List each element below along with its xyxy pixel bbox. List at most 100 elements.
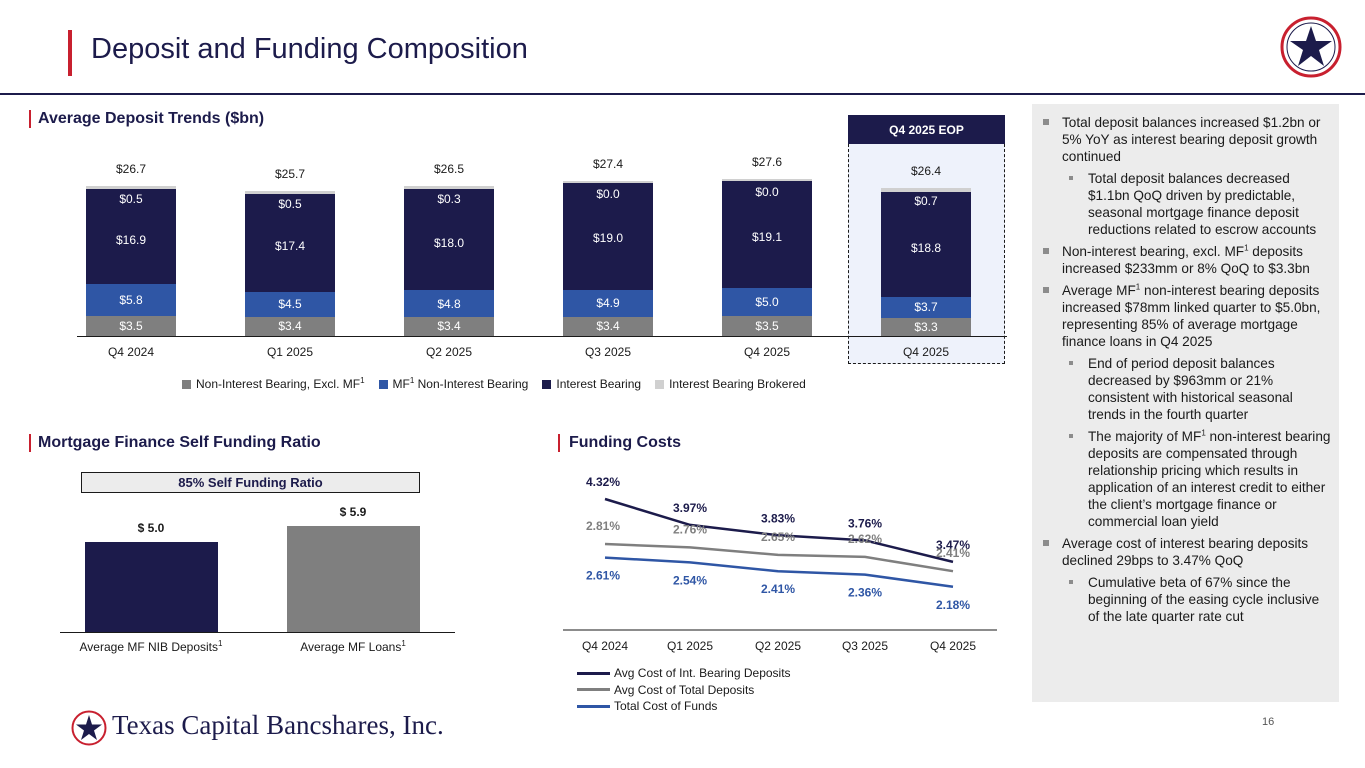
bar-total-label: $26.4 xyxy=(910,163,942,178)
legend-label-nib: Non-Interest Bearing, Excl. MF1 xyxy=(196,376,365,392)
brokered-segment xyxy=(563,181,653,184)
nib-segment xyxy=(86,316,176,336)
legend-label-mf-nib: MF1 Non-Interest Bearing xyxy=(392,376,529,392)
category-label: Average MF NIB Deposits1 xyxy=(79,639,223,655)
segment-value-label: $19.0 xyxy=(592,231,624,246)
category-label: Average MF Loans1 xyxy=(300,639,406,655)
total-deposits-value-label: 2.62% xyxy=(848,532,882,546)
deposit-section-title: Average Deposit Trends ($bn) xyxy=(38,110,265,127)
nib-segment xyxy=(245,316,335,336)
category-label: Q1 2025 xyxy=(266,345,314,359)
legend-line-total-deposits xyxy=(577,688,610,692)
brokered-segment xyxy=(245,191,335,195)
segment-value-label: $4.5 xyxy=(278,297,302,312)
brokered-segment xyxy=(404,186,494,190)
legend-label-int-bearing: Avg Cost of Int. Bearing Deposits xyxy=(614,666,791,680)
category-label: Q2 2025 xyxy=(755,639,801,653)
ib-segment xyxy=(881,191,971,297)
category-label: Q3 2025 xyxy=(584,345,632,359)
brokered-segment xyxy=(86,186,176,190)
bullet-deposit-growth: Total deposit balances increased $1.2bn … xyxy=(1032,114,1331,165)
section-accent-bar xyxy=(29,434,31,452)
star-seal-icon xyxy=(1280,16,1342,83)
self-funding-section-title: Mortgage Finance Self Funding Ratio xyxy=(38,434,321,451)
segment-value-label: $18.8 xyxy=(910,241,942,256)
ib-segment xyxy=(86,189,176,284)
bullet-cost-of-ib-deposits: Average cost of interest bearing deposit… xyxy=(1032,535,1331,569)
mf-nib-segment xyxy=(245,291,335,317)
segment-value-label: $3.7 xyxy=(914,300,938,315)
segment-value-label: $3.3 xyxy=(914,319,938,334)
ib-segment xyxy=(722,181,812,289)
nib-segment xyxy=(881,317,971,336)
cost-of-funds-line xyxy=(604,556,954,589)
int-bearing-value-label: 3.76% xyxy=(848,516,882,530)
bar-value-label: $ 5.0 xyxy=(137,521,165,535)
ib-segment xyxy=(245,194,335,292)
segment-value-label: $5.8 xyxy=(119,293,143,308)
segment-value-label: $4.8 xyxy=(437,296,461,311)
mf-nib-segment xyxy=(563,289,653,317)
section-accent-bar xyxy=(558,434,560,452)
segment-value-label: $0.0 xyxy=(596,187,620,202)
segment-value-label: $16.9 xyxy=(115,232,147,247)
segment-value-label: $3.5 xyxy=(755,319,779,334)
ib-segment xyxy=(563,183,653,290)
segment-value-label: $4.9 xyxy=(596,296,620,311)
segment-value-label: $0.7 xyxy=(914,193,938,208)
bar-value-label: $ 5.9 xyxy=(339,504,367,519)
category-label: Q4 2025 xyxy=(902,345,950,359)
bar-total-label: $26.7 xyxy=(115,162,147,177)
company-name: Texas Capital Bancshares, Inc. xyxy=(112,710,444,740)
category-label: Q4 2024 xyxy=(107,345,155,359)
legend-item-int-bearing: Avg Cost of Int. Bearing Deposits xyxy=(577,665,791,682)
segment-value-label: $18.0 xyxy=(433,235,465,250)
funding-costs-section-title: Funding Costs xyxy=(569,434,681,451)
segment-value-label: $19.1 xyxy=(751,229,783,244)
total-deposits-value-label: 2.41% xyxy=(936,546,970,560)
int-bearing-value-label: 3.83% xyxy=(761,511,795,525)
deposit-chart-axis xyxy=(77,336,1007,337)
category-label: Q1 2025 xyxy=(667,639,713,653)
segment-value-label: $3.4 xyxy=(596,319,620,334)
page-number: 16 xyxy=(1262,716,1275,728)
category-label: Q4 2025 xyxy=(743,345,791,359)
total-deposits-value-label: 2.76% xyxy=(673,522,707,536)
legend-label-brokered: Interest Bearing Brokered xyxy=(669,377,806,391)
mf-nib-segment xyxy=(722,288,812,317)
nib-segment xyxy=(722,316,812,336)
self-funding-chart: $ 5.0 Average MF NIB Deposits1 $ 5.9 Averag… xyxy=(0,0,470,660)
deposit-chart-legend: Non-Interest Bearing, Excl. MF1 MF1 Non-… xyxy=(168,377,806,391)
segment-value-label: $17.4 xyxy=(274,239,306,254)
brokered-segment xyxy=(722,179,812,182)
sub-bullet-qoq-decrease: Total deposit balances decreased $1.1bn … xyxy=(1032,170,1331,238)
legend-line-int-bearing xyxy=(577,671,610,675)
deposit-trends-chart: $3.5 $5.8 $16.9 $0.5 $26.7 Q4 2024 $3.4 $4.5 $17… xyxy=(0,0,1010,380)
header-divider xyxy=(0,93,1365,95)
legend-item-cost-of-funds: Total Cost of Funds xyxy=(577,698,791,715)
eop-header-badge: Q4 2025 EOP xyxy=(848,115,1005,144)
mf-nib-segment xyxy=(881,296,971,318)
cost-of-funds-value-label: 2.61% xyxy=(586,569,620,583)
funding-costs-legend: Avg Cost of Int. Bearing Deposits Avg Co… xyxy=(577,665,791,715)
category-label: Q4 2024 xyxy=(582,639,628,653)
category-label: Q2 2025 xyxy=(425,345,473,359)
company-star-icon xyxy=(71,710,107,751)
category-label: Q4 2025 xyxy=(930,639,976,653)
cost-of-funds-value-label: 2.18% xyxy=(936,598,970,612)
legend-swatch-nib xyxy=(182,379,191,389)
segment-value-label: $3.5 xyxy=(119,319,143,334)
segment-value-label: $0.5 xyxy=(278,197,302,212)
int-bearing-value-label: 4.32% xyxy=(586,475,620,489)
int-bearing-line xyxy=(604,497,954,564)
segment-value-label: $0.0 xyxy=(755,185,779,200)
segment-value-label: $3.4 xyxy=(437,319,461,334)
legend-swatch-mf-nib xyxy=(378,379,388,389)
legend-swatch-brokered xyxy=(655,379,665,389)
cost-of-funds-value-label: 2.41% xyxy=(761,582,795,596)
segment-value-label: $0.3 xyxy=(437,192,461,207)
bar-total-label: $26.5 xyxy=(433,162,465,177)
legend-label-ib: Interest Bearing xyxy=(556,377,642,391)
total-deposits-line xyxy=(604,542,954,573)
legend-line-cost-of-funds xyxy=(577,704,610,708)
